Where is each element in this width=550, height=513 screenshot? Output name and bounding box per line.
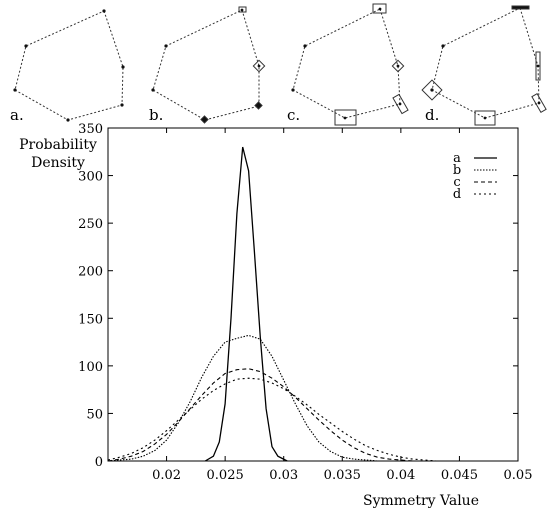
y-tick-label: 300 bbox=[78, 170, 103, 185]
uncertainty-box bbox=[474, 110, 496, 126]
legend-label: d bbox=[453, 187, 461, 202]
y-axis-label: Probability Density bbox=[19, 137, 97, 171]
x-tick-label: 0.045 bbox=[441, 468, 478, 483]
polygon-outline-a bbox=[14, 10, 124, 121]
polygon-outline-b bbox=[152, 9, 260, 121]
vertex-point bbox=[303, 44, 307, 48]
polygon-panel-b bbox=[151, 6, 266, 124]
vertex-point bbox=[483, 116, 487, 120]
y-axis-label-line: Density bbox=[31, 155, 85, 171]
vertex-point bbox=[151, 88, 155, 92]
x-tick-label: 0.025 bbox=[207, 468, 244, 483]
axis-ticks: 0 50 100 150 200 250 300 350 0.02 0.025 0.03 0.035 0… bbox=[78, 122, 532, 483]
polygon-outline-d bbox=[431, 7, 540, 119]
panel-label-c: c. bbox=[287, 106, 300, 124]
plot-frame bbox=[107, 127, 519, 462]
y-tick-label: 250 bbox=[78, 217, 103, 232]
uncertainty-box bbox=[334, 109, 357, 126]
series-line-a bbox=[204, 146, 288, 462]
panel-label-b: b. bbox=[149, 106, 163, 124]
uncertainty-box bbox=[200, 115, 209, 124]
y-tick-label: 350 bbox=[78, 122, 103, 137]
series-line-d bbox=[107, 377, 437, 462]
polygon-panel-d bbox=[421, 5, 547, 126]
y-axis-label-line: Probability bbox=[19, 137, 97, 153]
vertex-point bbox=[343, 116, 347, 120]
uncertainty-box bbox=[391, 59, 405, 73]
vertex-point bbox=[66, 118, 70, 122]
vertex-point bbox=[396, 64, 400, 68]
uncertainty-box bbox=[238, 6, 247, 13]
vertex-point bbox=[536, 64, 540, 68]
x-tick-label: 0.05 bbox=[504, 468, 533, 483]
panel-label-d: d. bbox=[425, 106, 439, 124]
vertex-point bbox=[398, 102, 402, 106]
vertex-point bbox=[537, 101, 541, 105]
vertex-point bbox=[24, 44, 28, 48]
vertex-point bbox=[378, 7, 382, 11]
uncertainty-box bbox=[511, 5, 530, 10]
polygon-outline-c bbox=[292, 8, 401, 119]
series-lines bbox=[107, 146, 437, 462]
vertex-point bbox=[121, 65, 125, 69]
x-tick-label: 0.035 bbox=[324, 468, 361, 483]
vertex-point bbox=[120, 103, 124, 107]
uncertainty-box bbox=[254, 101, 263, 110]
vertex-point bbox=[13, 88, 17, 92]
uncertainty-box bbox=[421, 79, 443, 101]
density-chart: 0 50 100 150 200 250 300 350 0.02 0.025 0.03 0.035 0… bbox=[19, 122, 532, 509]
uncertainty-box bbox=[531, 93, 547, 113]
vertex-point bbox=[257, 64, 261, 68]
uncertainty-box bbox=[252, 59, 266, 73]
polygon-panel-a bbox=[13, 9, 125, 122]
uncertainty-box bbox=[372, 3, 387, 14]
series-line-b bbox=[107, 334, 378, 462]
uncertainty-box bbox=[535, 51, 541, 81]
y-tick-label: 150 bbox=[78, 312, 103, 327]
legend-label: b bbox=[453, 163, 461, 178]
vertex-point bbox=[102, 9, 106, 13]
y-tick-label: 100 bbox=[78, 360, 103, 375]
legend-label: c bbox=[453, 175, 460, 190]
y-tick-label: 0 bbox=[95, 455, 103, 470]
y-tick-label: 200 bbox=[78, 265, 103, 280]
x-tick-label: 0.04 bbox=[386, 468, 415, 483]
vertex-point bbox=[441, 44, 445, 48]
vertex-point bbox=[164, 44, 168, 48]
x-tick-label: 0.03 bbox=[269, 468, 298, 483]
x-tick-label: 0.02 bbox=[152, 468, 181, 483]
vertex-point bbox=[240, 8, 244, 12]
y-tick-label: 50 bbox=[86, 407, 103, 422]
vertex-point bbox=[291, 88, 295, 92]
uncertainty-box bbox=[392, 93, 409, 115]
legend-label: a bbox=[453, 151, 461, 166]
panel-label-a: a. bbox=[10, 106, 24, 124]
vertex-point bbox=[430, 88, 434, 92]
polygon-panel-c bbox=[291, 3, 409, 126]
series-line-c bbox=[107, 368, 413, 462]
x-axis-label: Symmetry Value bbox=[363, 493, 479, 509]
